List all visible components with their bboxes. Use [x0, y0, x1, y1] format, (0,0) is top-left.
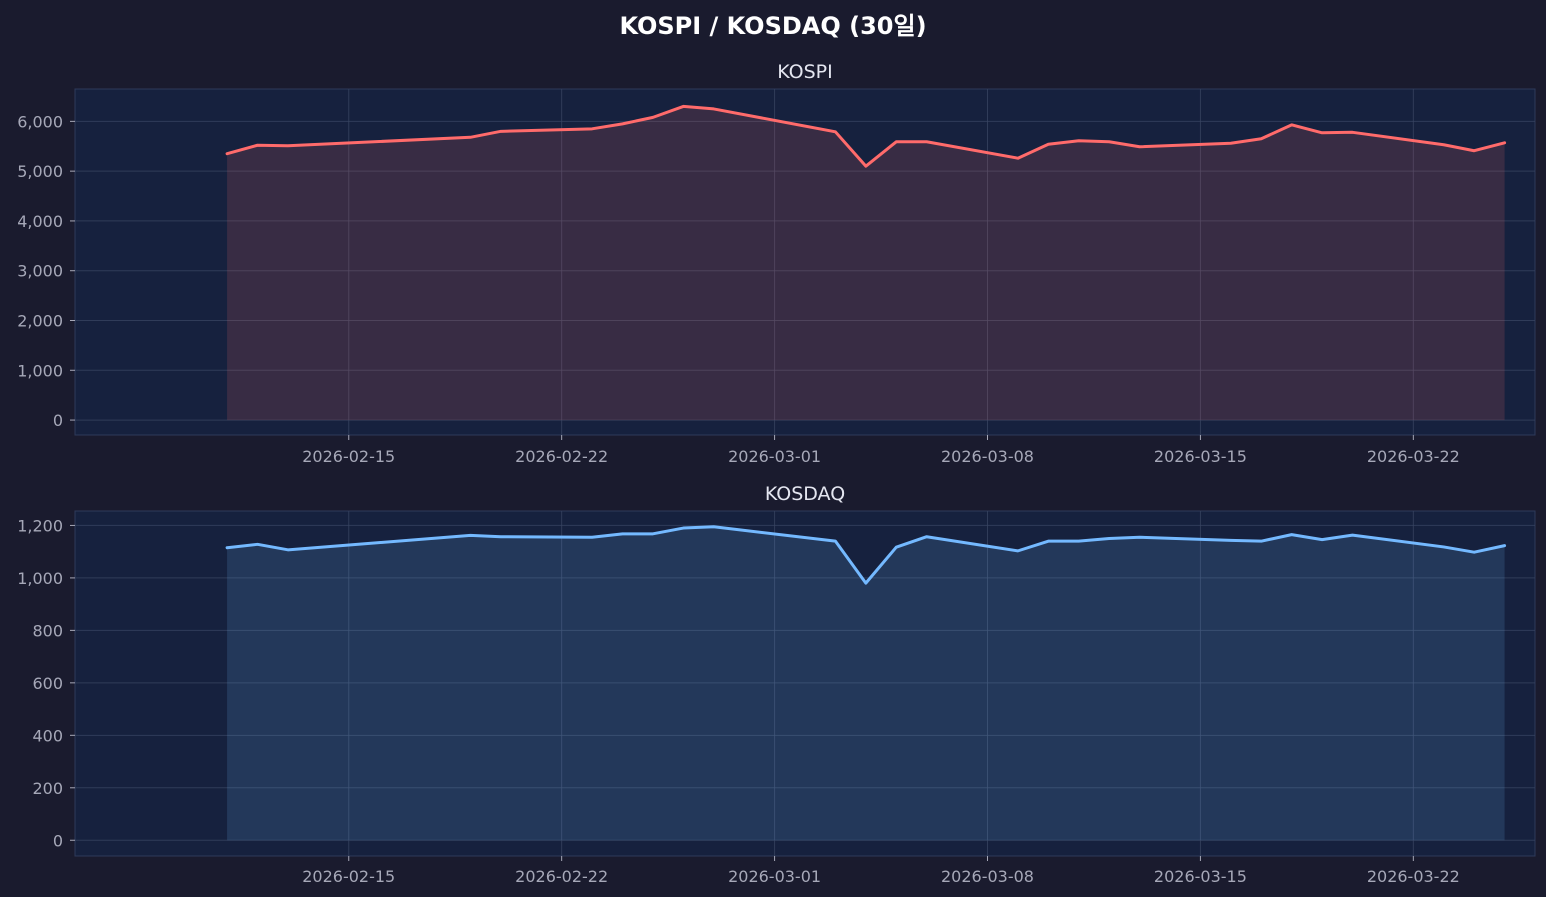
kospi-data-point	[1290, 123, 1294, 127]
figure-title: KOSPI / KOSDAQ (30일)	[619, 12, 927, 40]
kosdaq-data-point	[1442, 545, 1446, 549]
kospi-panel: 0 1,000 2,000 3,000 4,000 5,000 6,000 2026-02-1…	[17, 61, 1536, 466]
kospi-y-tick-label: 4,000	[17, 212, 63, 231]
kosdaq-panel-title: KOSDAQ	[765, 483, 845, 505]
kosdaq-data-point	[864, 581, 868, 585]
kospi-x-tick-label: 2026-03-01	[728, 447, 821, 466]
kospi-y-tick-label: 2,000	[17, 311, 63, 330]
kospi-x-tick-label: 2026-03-08	[941, 447, 1034, 466]
kospi-data-point	[1077, 139, 1081, 143]
kospi-data-point	[833, 130, 837, 134]
kospi-x-tick-label: 2026-03-15	[1154, 447, 1247, 466]
kospi-data-point	[712, 107, 716, 111]
kosdaq-data-point	[499, 535, 503, 539]
kosdaq-y-tick-label: 800	[32, 621, 63, 640]
kospi-data-point	[286, 144, 290, 148]
kosdaq-x-tick-label: 2026-02-15	[302, 867, 395, 886]
kosdaq-data-point	[621, 532, 625, 536]
kospi-data-point	[1016, 156, 1020, 160]
kospi-data-point	[1259, 137, 1263, 141]
kospi-data-point	[1351, 130, 1355, 134]
kospi-data-point	[621, 122, 625, 126]
kospi-data-point	[1107, 140, 1111, 144]
kosdaq-x-tick-label: 2026-03-22	[1367, 867, 1460, 886]
kospi-y-tick-label: 6,000	[17, 112, 63, 131]
kospi-data-point	[590, 127, 594, 131]
kosdaq-data-point	[590, 535, 594, 539]
kosdaq-data-point	[925, 535, 929, 539]
kospi-data-point	[1503, 141, 1507, 145]
kosdaq-data-point	[468, 533, 472, 537]
kosdaq-panel: 0 200 400 600 800 1,000 1,200 2026-02-15 2026-02…	[17, 483, 1536, 886]
kospi-area-fill	[227, 106, 1505, 421]
kospi-data-point	[1138, 145, 1142, 149]
kosdaq-area-fill	[227, 526, 1505, 841]
kospi-data-point	[256, 143, 260, 147]
kosdaq-series-line	[225, 525, 1507, 585]
kosdaq-y-tick-label: 400	[32, 726, 63, 745]
kospi-data-point	[1442, 143, 1446, 147]
kosdaq-data-point	[1320, 538, 1324, 542]
kospi-data-point	[651, 115, 655, 119]
kospi-data-point	[925, 140, 929, 144]
kospi-series-line	[225, 104, 1507, 168]
kospi-data-point	[864, 164, 868, 168]
kosdaq-data-point	[833, 539, 837, 543]
kosdaq-data-point	[225, 546, 229, 550]
kosdaq-x-tick-label: 2026-03-08	[941, 867, 1034, 886]
kosdaq-data-point	[1016, 549, 1020, 553]
kospi-data-point	[499, 129, 503, 133]
kosdaq-data-point	[1077, 539, 1081, 543]
kosdaq-data-point	[1229, 538, 1233, 542]
kosdaq-data-point	[1107, 537, 1111, 541]
kosdaq-data-point	[1259, 539, 1263, 543]
kospi-y-tick-label: 1,000	[17, 361, 63, 380]
kospi-x-tick-label: 2026-02-15	[302, 447, 395, 466]
kospi-data-point	[1046, 142, 1050, 146]
kospi-y-tick-label: 0	[53, 411, 63, 430]
kospi-y-tick-label: 3,000	[17, 262, 63, 281]
kosdaq-data-point	[256, 542, 260, 546]
kospi-data-point	[225, 152, 229, 156]
kospi-data-point	[894, 140, 898, 144]
kospi-panel-title: KOSPI	[777, 61, 833, 83]
kosdaq-x-tick-label: 2026-02-22	[515, 867, 608, 886]
kosdaq-data-point	[1046, 539, 1050, 543]
kosdaq-y-tick-label: 200	[32, 779, 63, 798]
kosdaq-data-point	[1503, 544, 1507, 548]
kosdaq-x-tick-label: 2026-03-01	[728, 867, 821, 886]
kospi-data-point	[1472, 149, 1476, 153]
kospi-data-point	[468, 135, 472, 139]
kosdaq-data-point	[894, 545, 898, 549]
kosdaq-data-point	[1138, 535, 1142, 539]
kosdaq-data-point	[1472, 550, 1476, 554]
kospi-plot-area	[74, 88, 1536, 436]
kosdaq-plot-area	[74, 510, 1536, 857]
kospi-data-point	[681, 104, 685, 108]
kosdaq-data-point	[1351, 533, 1355, 537]
kosdaq-y-tick-label: 600	[32, 674, 63, 693]
kosdaq-y-tick-label: 1,000	[17, 569, 63, 588]
kosdaq-data-point	[712, 525, 716, 529]
kospi-data-point	[1229, 141, 1233, 145]
kospi-data-point	[1320, 131, 1324, 135]
kosdaq-data-point	[1290, 533, 1294, 537]
kosdaq-data-point	[681, 526, 685, 530]
kosdaq-data-point	[651, 532, 655, 536]
kosdaq-x-tick-label: 2026-03-15	[1154, 867, 1247, 886]
kospi-y-tick-label: 5,000	[17, 162, 63, 181]
kospi-x-tick-label: 2026-03-22	[1367, 447, 1460, 466]
kosdaq-data-point	[286, 548, 290, 552]
kospi-x-tick-label: 2026-02-22	[515, 447, 608, 466]
kosdaq-y-tick-label: 1,200	[17, 516, 63, 535]
kosdaq-y-tick-label: 0	[53, 831, 63, 850]
